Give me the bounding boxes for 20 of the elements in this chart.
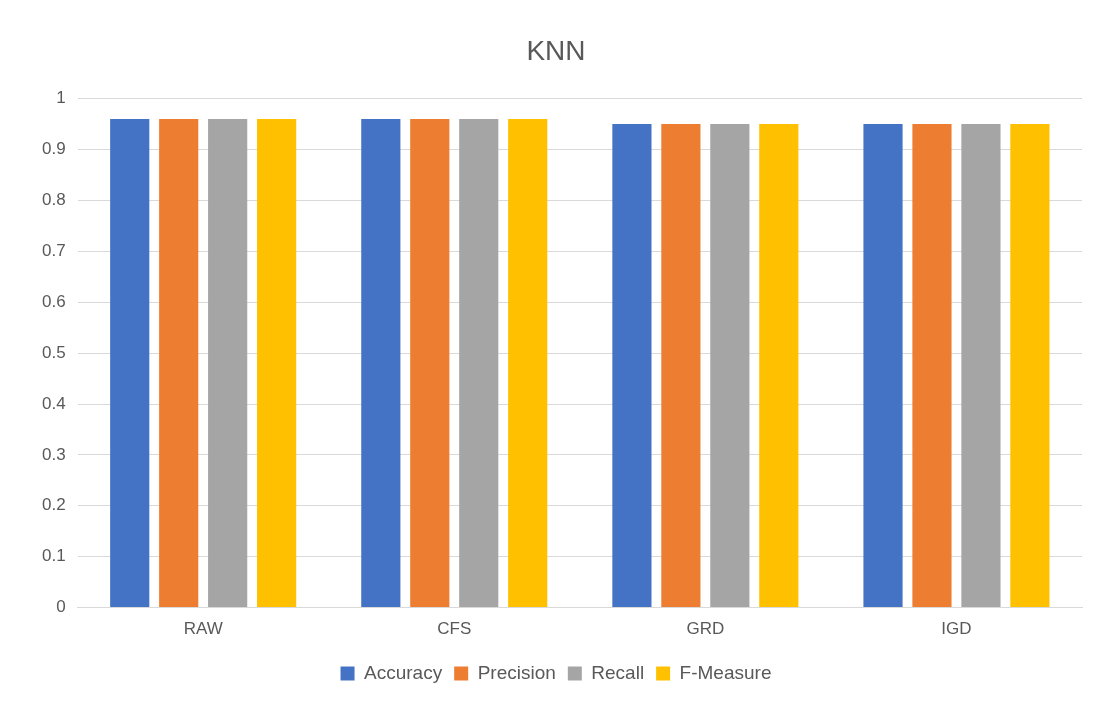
legend-label: Recall: [591, 661, 645, 683]
y-tick-label: 0.1: [41, 546, 66, 566]
y-tick-label: 0.8: [41, 190, 66, 210]
y-tick-label: 0.3: [41, 444, 66, 464]
x-tick-label: RAW: [183, 619, 223, 639]
y-tick-label: 0: [56, 597, 66, 617]
legend-label: Accuracy: [364, 661, 443, 683]
y-tick-label: 0.4: [41, 393, 66, 413]
y-tick-label: 0.9: [41, 139, 66, 159]
legend-label: F-Measure: [679, 661, 772, 683]
y-tick-label: 0.2: [41, 495, 66, 515]
legend-label: Precision: [477, 661, 556, 683]
x-tick-label: CFS: [437, 619, 472, 639]
y-tick-label: 0.6: [41, 291, 66, 311]
chart-title: KNN: [526, 34, 586, 66]
y-tick-label: 1: [56, 88, 66, 108]
x-tick-label: IGD: [941, 619, 972, 639]
y-tick-label: 0.7: [41, 240, 66, 260]
x-tick-label: GRD: [686, 619, 725, 639]
y-tick-label: 0.5: [41, 342, 66, 362]
